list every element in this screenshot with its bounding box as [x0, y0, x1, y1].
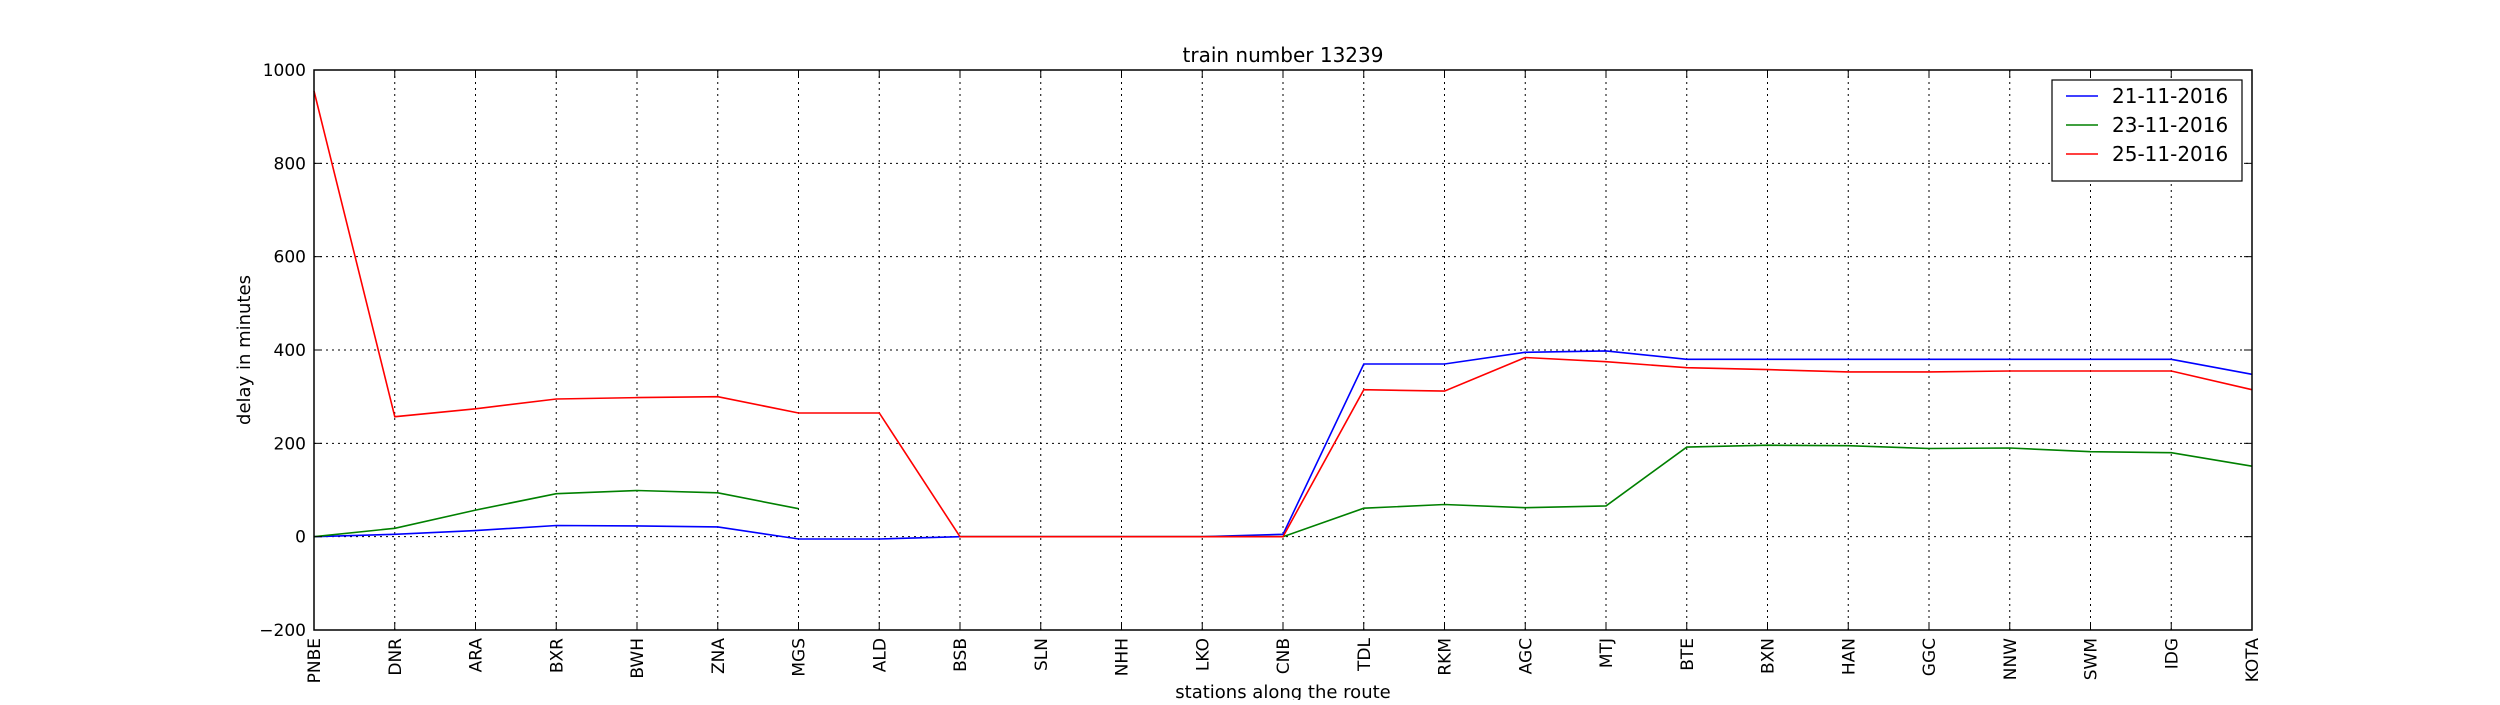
legend-label: 21-11-2016	[2112, 84, 2228, 108]
series-line-23-11-2016	[313, 489, 799, 538]
x-tick-label: AGC	[1516, 638, 1536, 674]
x-tick-label: BTE	[1678, 638, 1698, 671]
x-tick-label: ZNA	[709, 638, 729, 674]
x-tick-label: MTJ	[1597, 638, 1617, 668]
series-line-21-11-2016	[313, 350, 2253, 540]
x-axis-title: stations along the route	[1175, 682, 1390, 700]
x-tick-label: SLN	[1032, 638, 1052, 671]
x-tick-label: ARA	[467, 638, 487, 673]
y-tick-label: 600	[274, 248, 306, 268]
series-line-25-11-2016	[313, 90, 2253, 538]
x-tick-label: KOTA	[2243, 638, 2263, 683]
x-tick-label: DNR	[386, 638, 406, 676]
x-tick-label: ALD	[870, 638, 890, 672]
series-lines	[313, 90, 2253, 540]
y-tick-label: 800	[274, 154, 306, 174]
x-tick-label: SWM	[2082, 638, 2102, 680]
y-axis-title: delay in minutes	[234, 275, 255, 425]
legend-box	[2051, 79, 2243, 182]
grid	[313, 69, 2253, 631]
y-tick-label: 200	[274, 434, 306, 454]
x-tick-label: GGC	[1920, 638, 1940, 676]
x-tick-label: BXN	[1759, 638, 1779, 674]
x-tick-label: PNBE	[305, 638, 325, 683]
legend-label: 23-11-2016	[2112, 113, 2228, 137]
x-tick-label: BSB	[951, 638, 971, 672]
x-tick-label: MGS	[790, 638, 810, 677]
chart-title: train number 13239	[1183, 43, 1384, 67]
x-tick-label: NHH	[1113, 638, 1133, 676]
x-tick-label: NNW	[2001, 638, 2021, 680]
y-tick-label: 0	[295, 528, 306, 548]
x-tick-label: HAN	[1839, 638, 1859, 675]
x-tick-label: CNB	[1274, 638, 1294, 674]
x-tick-label: RKM	[1436, 638, 1456, 676]
y-tick-label: 1000	[263, 61, 306, 81]
x-tick-label: BXR	[547, 638, 567, 673]
legend: 21-11-2016 23-11-2016 25-11-2016	[2051, 79, 2243, 182]
x-tick-label: TDL	[1355, 637, 1375, 671]
y-axis-ticks: −200 0 200 400 600 800 1000	[259, 61, 2252, 641]
legend-label: 25-11-2016	[2112, 142, 2228, 166]
x-tick-label: LKO	[1193, 638, 1213, 671]
y-tick-label: 400	[274, 341, 306, 361]
y-tick-label: −200	[259, 621, 306, 641]
x-tick-label: BWH	[628, 638, 648, 679]
x-axis-ticks: PNBE DNR ARA BXR BWH ZNA MGS ALD BSB SLN NHH LKO CNB…	[305, 70, 2263, 683]
x-tick-label: IDG	[2162, 638, 2182, 669]
